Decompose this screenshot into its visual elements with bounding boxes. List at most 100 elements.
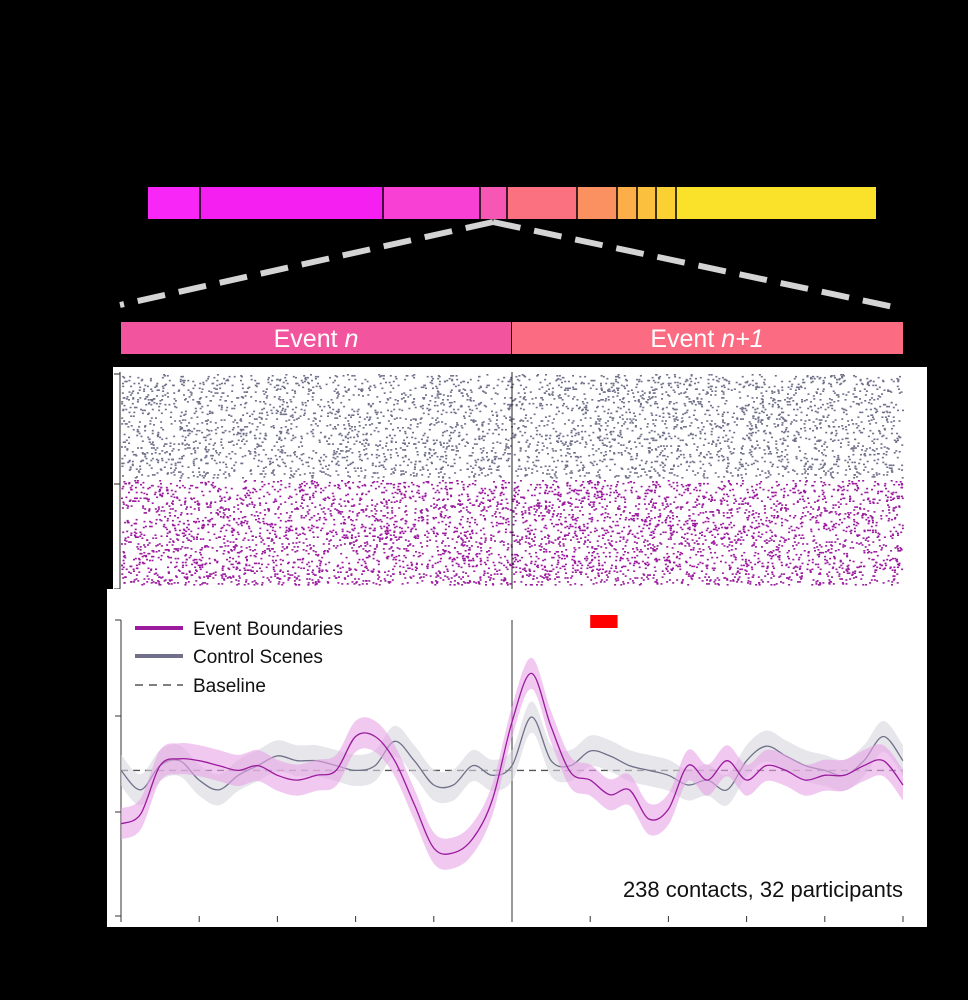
spike [441, 480, 444, 482]
spike [405, 510, 408, 512]
spike [595, 423, 598, 425]
spike [570, 443, 573, 445]
spike [755, 488, 758, 491]
spike [314, 486, 317, 489]
spike [682, 485, 685, 488]
spike [830, 383, 832, 386]
spike [861, 449, 863, 451]
spike [827, 406, 830, 409]
spike [123, 420, 126, 422]
spike [726, 424, 729, 426]
spike [393, 403, 396, 406]
spike [221, 382, 223, 385]
spike [433, 443, 436, 445]
spike [882, 379, 884, 382]
spike [421, 404, 424, 407]
spike [708, 401, 711, 403]
spike [877, 376, 880, 379]
spike [535, 459, 538, 462]
spike [862, 480, 865, 482]
spike [236, 433, 239, 436]
spike [416, 453, 419, 456]
spike [489, 500, 491, 502]
spike [689, 461, 692, 464]
spike [438, 498, 440, 501]
spike [509, 509, 512, 511]
spike [166, 488, 169, 491]
spike [528, 378, 531, 381]
spike [664, 423, 667, 425]
spike [455, 453, 458, 456]
spike [187, 434, 190, 437]
spike [295, 470, 298, 472]
spike [184, 501, 187, 503]
spike [550, 403, 553, 406]
spike [732, 494, 735, 497]
spike [722, 419, 724, 421]
spike [140, 408, 142, 411]
spike [875, 411, 877, 414]
spike [637, 400, 640, 402]
spike [880, 490, 882, 493]
spike [641, 445, 644, 447]
spike [873, 407, 876, 410]
spike [829, 468, 832, 470]
spike [635, 472, 638, 474]
spike [680, 483, 683, 486]
spike [679, 450, 682, 452]
spike [181, 427, 184, 430]
spike [825, 431, 828, 434]
spike [217, 489, 219, 492]
spike [570, 431, 573, 434]
spike [653, 468, 656, 470]
spike [720, 448, 723, 450]
spike [466, 462, 469, 465]
spike [575, 498, 578, 501]
spike [188, 444, 190, 446]
spike [332, 495, 335, 498]
spike [272, 406, 275, 409]
spike [356, 410, 359, 413]
spike [161, 506, 164, 508]
spike [755, 382, 758, 385]
spike [259, 401, 262, 403]
spike [561, 503, 564, 505]
spike [723, 458, 726, 461]
spike [375, 427, 378, 429]
spike [489, 505, 492, 507]
spike [139, 468, 142, 470]
spike [524, 469, 527, 471]
spike [574, 506, 577, 508]
spike [407, 427, 410, 429]
spike [507, 384, 510, 387]
spike [565, 454, 568, 457]
spike [419, 510, 422, 512]
spike [557, 491, 560, 494]
spike [480, 386, 482, 389]
spike [747, 502, 750, 504]
spike [800, 386, 803, 389]
spike [392, 486, 395, 489]
spike [249, 491, 252, 494]
spike [783, 431, 786, 434]
spike [668, 483, 671, 486]
spike [564, 464, 567, 467]
spike [141, 474, 144, 476]
spike [414, 419, 417, 421]
spike [129, 375, 132, 378]
spike [516, 501, 519, 503]
spike [228, 375, 231, 378]
spike [872, 498, 875, 501]
spike [546, 384, 549, 387]
spike [395, 500, 398, 502]
spike [772, 398, 775, 400]
spike [389, 375, 392, 377]
spike [174, 464, 177, 467]
spike [420, 386, 423, 389]
spike [733, 448, 736, 450]
spike [220, 441, 223, 443]
spike [666, 503, 669, 505]
spike [126, 449, 129, 451]
spike [714, 394, 717, 396]
spike [635, 386, 638, 389]
